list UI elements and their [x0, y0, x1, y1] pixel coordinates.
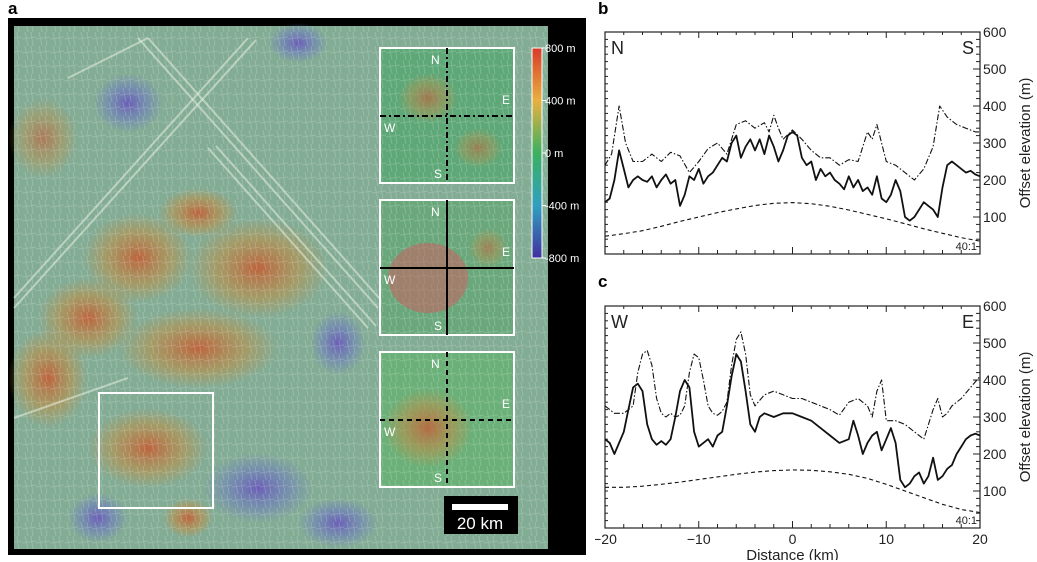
colorbar-label: -800 m [545, 253, 579, 265]
inset-3: N S W E [379, 351, 515, 488]
y-axis-title: Offset elevation (m) [1017, 352, 1034, 483]
inset-1-north-label: N [431, 53, 440, 67]
series-dashed-line [605, 469, 981, 514]
inset-3-west-label: W [384, 425, 396, 439]
map-image: N S W E N S W E N S W E [8, 23, 579, 549]
vertical-exaggeration-label: 40:1 [956, 241, 977, 253]
study-area-box [98, 392, 214, 509]
series-dash-dot-line [604, 331, 981, 440]
series-dashed-line [604, 202, 981, 242]
series-dash-dot-line [604, 105, 980, 181]
scale-bar-label: 20 km [457, 514, 503, 533]
panel-c-letter: c [598, 272, 608, 291]
y-tick-label: 200 [983, 446, 1007, 462]
x-tick-label: 0 [789, 531, 797, 547]
y-tick-label: 600 [983, 298, 1007, 314]
y-tick-label: 500 [983, 335, 1007, 351]
inset-3-north-label: N [431, 357, 440, 371]
panel-a-letter: a [8, 0, 18, 18]
panel-b-letter: b [598, 0, 609, 18]
inset-2-north-label: N [431, 205, 440, 219]
colorbar-label: 800 m [545, 43, 576, 55]
left-direction-label: W [611, 312, 628, 332]
series-solid-line [604, 131, 981, 222]
colorbar-label: -400 m [545, 201, 579, 213]
x-tick-label: 20 [972, 531, 988, 547]
colorbar-label: 400 m [545, 96, 576, 108]
plot-frame [604, 31, 981, 255]
inset-1-south-label: S [434, 167, 442, 181]
profile-chart-north-south: 100 200 300 400 500 600 Offset elevation (m) N S… [604, 24, 1034, 255]
left-direction-label: N [611, 38, 624, 58]
series-solid-line [604, 353, 981, 489]
y-tick-label: 100 [983, 483, 1007, 499]
profile-chart-west-east: 100 200 300 400 500 600 −20 −10 0 10 20 Distance (k… [595, 298, 1034, 560]
inset-2: N S W E [379, 199, 515, 336]
y-tick-label: 400 [983, 372, 1007, 388]
inset-2-south-label: S [434, 319, 442, 333]
y-tick-label: 600 [983, 24, 1007, 40]
vertical-exaggeration-label: 40:1 [956, 515, 977, 527]
scale-bar: 20 km [444, 496, 518, 534]
colorbar-label: 0 m [545, 148, 563, 160]
x-tick-label: −10 [687, 531, 711, 547]
x-axis-title: Distance (km) [746, 547, 839, 560]
inset-2-east-label: E [502, 245, 510, 259]
colorbar [531, 47, 543, 259]
y-tick-label: 100 [983, 209, 1007, 225]
y-tick-label: 300 [983, 135, 1007, 151]
plot-frame [604, 305, 981, 529]
inset-1-east-label: E [502, 93, 510, 107]
y-tick-label: 400 [983, 98, 1007, 114]
right-direction-label: E [962, 312, 974, 332]
y-tick-label: 300 [983, 409, 1007, 425]
x-tick-label: 10 [878, 531, 894, 547]
y-tick-label: 200 [983, 172, 1007, 188]
x-tick-label: −20 [595, 531, 617, 547]
inset-3-south-label: S [434, 471, 442, 485]
y-tick-label: 500 [983, 61, 1007, 77]
right-direction-label: S [962, 38, 974, 58]
map-panel: N S W E N S W E N S W E [8, 18, 586, 555]
inset-1-west-label: W [384, 121, 396, 135]
inset-3-east-label: E [502, 397, 510, 411]
y-axis-title: Offset elevation (m) [1017, 78, 1034, 209]
inset-1: N S W E [379, 47, 515, 184]
inset-2-west-label: W [384, 273, 396, 287]
